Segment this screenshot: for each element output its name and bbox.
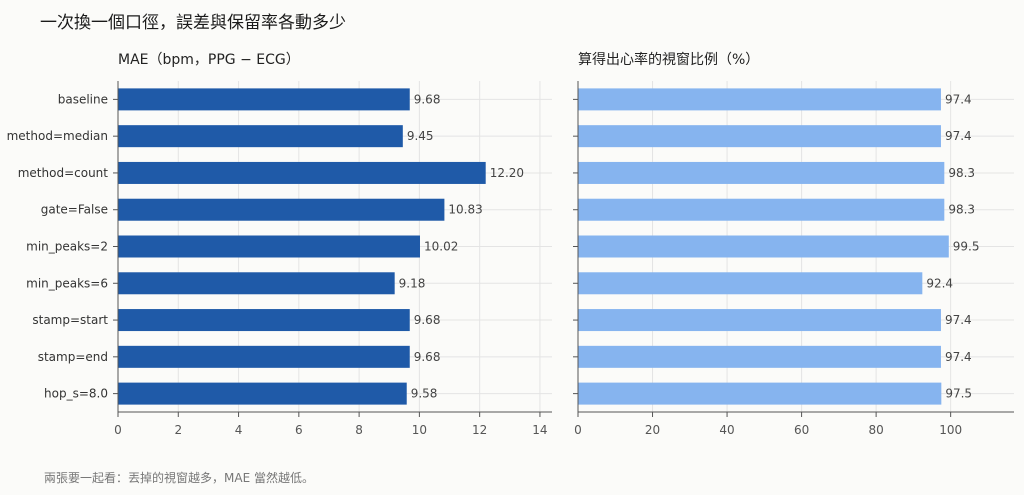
mae-bar <box>118 309 410 332</box>
mae-data-label: 9.68 <box>414 350 441 364</box>
mae-x-tick-label: 0 <box>114 423 122 437</box>
mae-bar <box>118 235 420 258</box>
mae-data-label: 9.68 <box>414 313 441 327</box>
ratio-data-label: 98.3 <box>948 166 975 180</box>
mae-x-tick-label: 2 <box>174 423 182 437</box>
ratio-data-label: 97.4 <box>945 92 972 106</box>
mae-bar <box>118 272 395 295</box>
ratio-data-label: 97.4 <box>945 313 972 327</box>
ratio-x-tick-label: 0 <box>574 423 582 437</box>
mae-data-label: 9.58 <box>411 387 438 401</box>
category-label: gate=False <box>41 203 108 217</box>
ratio-bar <box>578 345 941 368</box>
category-label: baseline <box>58 92 108 106</box>
mae-x-tick-label: 10 <box>412 423 427 437</box>
category-label: hop_s=8.0 <box>44 387 108 401</box>
category-label: stamp=start <box>32 313 108 327</box>
mae-x-tick-label: 4 <box>235 423 243 437</box>
mae-data-label: 9.45 <box>407 129 434 143</box>
ratio-bar <box>578 272 923 295</box>
mae-x-tick-label: 6 <box>295 423 303 437</box>
mae-x-tick-label: 12 <box>472 423 487 437</box>
mae-bar <box>118 88 410 111</box>
mae-data-label: 9.68 <box>414 92 441 106</box>
ratio-x-tick-label: 20 <box>645 423 660 437</box>
category-label: stamp=end <box>38 350 108 364</box>
ratio-bar <box>578 125 941 148</box>
ratio-data-label: 98.3 <box>948 203 975 217</box>
mae-bar <box>118 125 403 148</box>
category-label: min_peaks=6 <box>26 276 108 290</box>
mae-data-label: 10.83 <box>448 203 482 217</box>
category-label: method=median <box>7 129 108 143</box>
mae-data-label: 10.02 <box>424 240 458 254</box>
ratio-bar <box>578 198 945 221</box>
figure-title: 一次換一個口徑，誤差與保留率各動多少 <box>40 13 346 33</box>
ratio-data-label: 99.5 <box>953 240 980 254</box>
mae-data-label: 12.20 <box>490 166 524 180</box>
mae-panel-title: MAE（bpm，PPG − ECG） <box>118 52 300 68</box>
ratio-bar <box>578 382 942 405</box>
mae-data-label: 9.18 <box>399 276 426 290</box>
figure-caption: 兩張要一起看：丟掉的視窗越多，MAE 當然越低。 <box>44 471 314 485</box>
mae-x-tick-label: 8 <box>355 423 363 437</box>
ratio-bar <box>578 235 949 258</box>
ratio-data-label: 92.4 <box>926 276 953 290</box>
ratio-x-tick-label: 40 <box>719 423 734 437</box>
ratio-x-tick-label: 60 <box>794 423 809 437</box>
ratio-x-tick-label: 80 <box>868 423 883 437</box>
category-label: method=count <box>18 166 109 180</box>
ratio-bar <box>578 309 941 332</box>
mae-bar <box>118 161 486 184</box>
category-label: min_peaks=2 <box>26 240 108 254</box>
ratio-data-label: 97.4 <box>945 350 972 364</box>
ratio-data-label: 97.4 <box>945 129 972 143</box>
mae-bar <box>118 345 410 368</box>
ratio-bar <box>578 88 941 111</box>
mae-bar <box>118 382 407 405</box>
ratio-panel-title: 算得出心率的視窗比例（%） <box>578 51 759 68</box>
mae-x-tick-label: 14 <box>532 423 547 437</box>
ratio-data-label: 97.5 <box>945 387 972 401</box>
mae-bar <box>118 198 445 221</box>
mae-panel: MAE（bpm，PPG − ECG） 0 2 4 6 8 10 12 14 9.68 baselin… <box>7 52 552 437</box>
ratio-x-tick-label: 100 <box>939 423 962 437</box>
ratio-bar <box>578 161 945 184</box>
window-ratio-panel: 算得出心率的視窗比例（%） 0 20 40 60 80 100 97.4 97.4 98.3 98.… <box>573 51 1014 437</box>
